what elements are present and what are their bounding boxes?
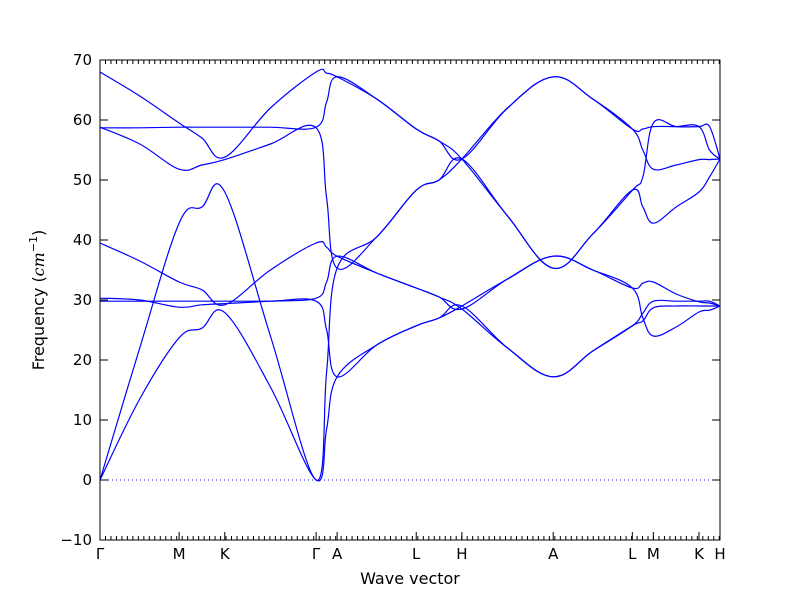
band-line-2: [99, 240, 720, 378]
plot-area: [99, 68, 721, 482]
band-line-4: [99, 298, 721, 378]
y-tick-label: −10: [60, 531, 92, 549]
y-tick-label: 20: [73, 351, 92, 369]
y-tick-label: 0: [82, 471, 92, 489]
y-tick-label: 40: [73, 231, 92, 249]
x-tick-label: A: [332, 545, 343, 563]
x-tick-label: M: [173, 545, 186, 563]
x-tick-label: K: [694, 545, 705, 563]
y-tick-label: 50: [73, 171, 92, 189]
x-tick-label: L: [412, 545, 421, 563]
y-axis-title-exponent: −1: [27, 236, 40, 252]
band-line-7: [99, 119, 721, 271]
y-axis-ticks: −10 0 10 20 30 40 50 60 70: [60, 51, 720, 549]
y-tick-label: 10: [73, 411, 92, 429]
x-tick-label: M: [647, 545, 660, 563]
x-tick-label: Γ: [312, 545, 321, 563]
x-tick-label: H: [456, 545, 467, 563]
y-axis-title: Frequency (cm−1): [27, 230, 48, 371]
y-tick-label: 70: [73, 51, 92, 69]
y-tick-label: 60: [73, 111, 92, 129]
x-tick-label: L: [628, 545, 637, 563]
x-tick-label: A: [548, 545, 559, 563]
y-tick-label: 30: [73, 291, 92, 309]
y-axis-title-unit: cm: [29, 252, 48, 276]
axes-frame: [99, 59, 721, 541]
y-axis-title-suffix: ): [29, 230, 48, 236]
x-axis-title: Wave vector: [360, 569, 460, 588]
band-line-1: [99, 255, 721, 482]
x-tick-label: H: [714, 545, 725, 563]
y-axis-title-prefix: Frequency (: [29, 276, 48, 370]
band-line-5: [99, 76, 721, 481]
x-tick-label: K: [220, 545, 231, 563]
band-line-3: [99, 255, 721, 311]
band-line-8: [99, 76, 721, 161]
x-tick-label: Γ: [96, 545, 105, 563]
